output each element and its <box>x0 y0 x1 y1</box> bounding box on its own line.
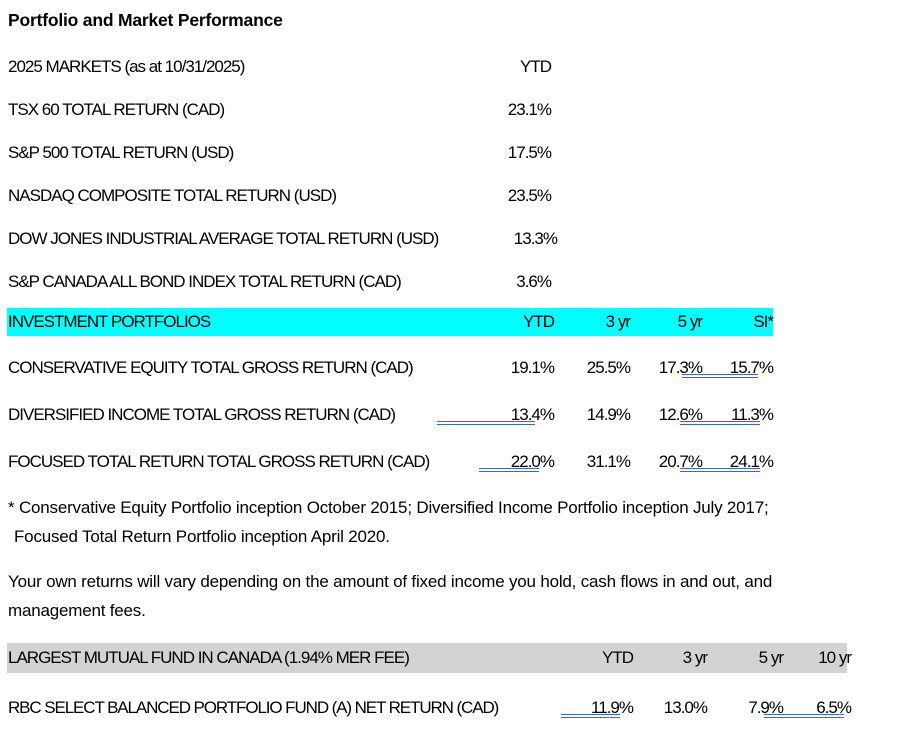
row-value-ytd: 17.5% <box>507 143 552 162</box>
row-value-5yr: 20.7% <box>658 452 703 471</box>
row-value-ytd: 22.0% <box>510 452 555 471</box>
page-title: Portfolio and Market Performance <box>0 10 907 32</box>
row-label: S&P 500 TOTAL RETURN (USD) <box>8 143 234 162</box>
table-row: TSX 60 TOTAL RETURN (CAD) 23.1% <box>0 100 907 122</box>
row-value-3yr: 14.9% <box>586 405 631 424</box>
grammar-underline <box>764 714 844 718</box>
row-value-si: 24.1% <box>729 452 774 471</box>
row-label: TSX 60 TOTAL RETURN (CAD) <box>8 100 225 119</box>
col-header-ytd: YTD <box>523 312 555 331</box>
row-value-5yr: 12.6% <box>658 405 703 424</box>
footnote-line-2: Focused Total Return Portfolio inception… <box>0 527 907 549</box>
row-value-si: 11.3% <box>731 405 774 424</box>
portfolios-header-row: INVESTMENT PORTFOLIOS YTD 3 yr 5 yr SI* <box>0 308 907 336</box>
row-value-ytd: 19.1% <box>510 358 555 377</box>
col-header-ytd: YTD <box>602 648 634 667</box>
page-title-text: Portfolio and Market Performance <box>8 10 283 30</box>
col-header-10yr: 10 yr <box>818 648 852 667</box>
table-row: FOCUSED TOTAL RETURN TOTAL GROSS RETURN … <box>0 452 907 474</box>
grammar-underline <box>561 714 620 718</box>
row-value-3yr: 13.0% <box>663 698 708 717</box>
table-row: CONSERVATIVE EQUITY TOTAL GROSS RETURN (… <box>0 358 907 380</box>
disclaimer-text: Your own returns will vary depending on … <box>8 572 773 591</box>
row-label: DIVERSIFIED INCOME TOTAL GROSS RETURN (C… <box>8 405 396 424</box>
row-label: CONSERVATIVE EQUITY TOTAL GROSS RETURN (… <box>8 358 414 377</box>
row-value-5yr: 7.9% <box>748 698 784 717</box>
grammar-underline <box>682 374 758 378</box>
markets-header-ytd: YTD <box>520 57 552 76</box>
footnote-text: Focused Total Return Portfolio inception… <box>14 527 390 546</box>
row-value-5yr: 17.3% <box>658 358 703 377</box>
disclaimer-text: management fees. <box>8 601 146 620</box>
row-value-ytd: 13.3% <box>513 229 558 248</box>
portfolios-header-label: INVESTMENT PORTFOLIOS <box>8 312 211 331</box>
row-label: DOW JONES INDUSTRIAL AVERAGE TOTAL RETUR… <box>8 229 439 248</box>
disclaimer-line-1: Your own returns will vary depending on … <box>0 572 907 594</box>
markets-header-row: 2025 MARKETS (as at 10/31/2025) YTD <box>0 57 907 79</box>
table-row: S&P CANADA ALL BOND INDEX TOTAL RETURN (… <box>0 272 907 294</box>
grammar-underline <box>437 421 535 425</box>
mutual-fund-header-highlight <box>7 643 847 673</box>
footnote-line-1: * Conservative Equity Portfolio inceptio… <box>0 498 907 520</box>
row-label: RBC SELECT BALANCED PORTFOLIO FUND (A) N… <box>8 698 499 717</box>
row-value-si: 15.7% <box>729 358 774 377</box>
disclaimer-line-2: management fees. <box>0 601 907 623</box>
footnote-text: * Conservative Equity Portfolio inceptio… <box>8 498 769 517</box>
grammar-underline <box>680 421 760 425</box>
table-row: NASDAQ COMPOSITE TOTAL RETURN (USD) 23.5… <box>0 186 907 208</box>
table-row: RBC SELECT BALANCED PORTFOLIO FUND (A) N… <box>0 698 907 720</box>
row-value-ytd: 23.5% <box>507 186 552 205</box>
portfolios-header-highlight <box>7 308 773 336</box>
col-header-5yr: 5 yr <box>677 312 703 331</box>
col-header-3yr: 3 yr <box>682 648 708 667</box>
table-row: S&P 500 TOTAL RETURN (USD) 17.5% <box>0 143 907 165</box>
grammar-underline <box>479 468 539 472</box>
row-value-ytd: 3.6% <box>516 272 552 291</box>
row-value-ytd: 23.1% <box>507 100 552 119</box>
col-header-si: SI* <box>753 312 774 331</box>
row-value-ytd: 11.9% <box>591 698 634 717</box>
row-value-3yr: 31.1% <box>586 452 631 471</box>
table-row: DOW JONES INDUSTRIAL AVERAGE TOTAL RETUR… <box>0 229 907 251</box>
col-header-5yr: 5 yr <box>758 648 784 667</box>
row-label: FOCUSED TOTAL RETURN TOTAL GROSS RETURN … <box>8 452 430 471</box>
row-value-10yr: 6.5% <box>816 698 852 717</box>
mutual-fund-header-row: LARGEST MUTUAL FUND IN CANADA (1.94% MER… <box>0 643 907 673</box>
mutual-fund-header-label: LARGEST MUTUAL FUND IN CANADA (1.94% MER… <box>8 648 410 667</box>
markets-header-label: 2025 MARKETS (as at 10/31/2025) <box>8 57 245 76</box>
row-value-3yr: 25.5% <box>586 358 631 377</box>
col-header-3yr: 3 yr <box>605 312 631 331</box>
row-label: S&P CANADA ALL BOND INDEX TOTAL RETURN (… <box>8 272 402 291</box>
row-label: NASDAQ COMPOSITE TOTAL RETURN (USD) <box>8 186 337 205</box>
row-value-ytd: 13.4% <box>510 405 555 424</box>
grammar-underline <box>680 468 760 472</box>
table-row: DIVERSIFIED INCOME TOTAL GROSS RETURN (C… <box>0 405 907 427</box>
